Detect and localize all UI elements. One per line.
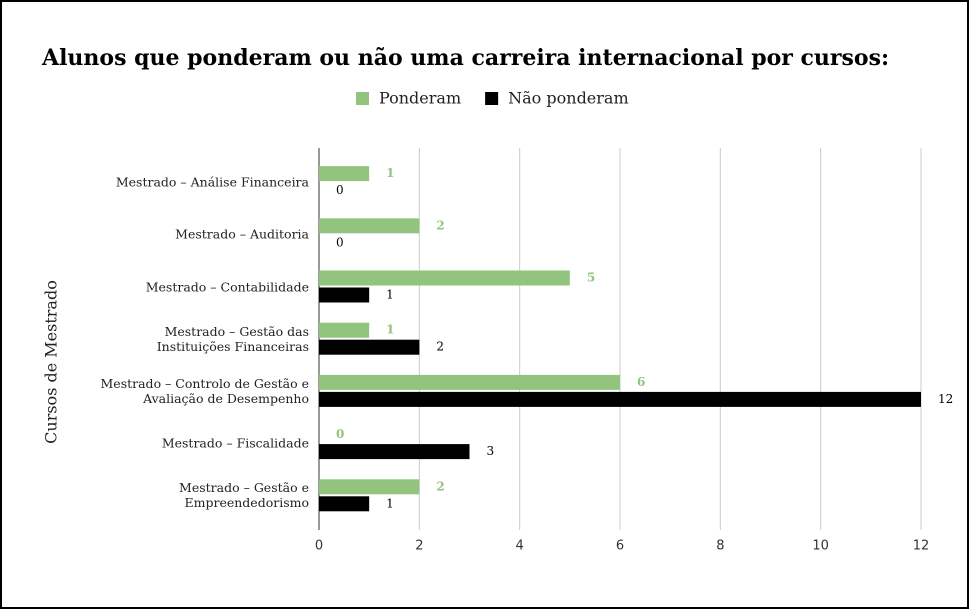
data-label: 3 xyxy=(487,444,495,458)
y-tick-label: Mestrado – Gestão e Empreendedorismo xyxy=(179,480,309,511)
y-tick-label: Mestrado – Análise Financeira xyxy=(115,174,309,190)
data-label: 6 xyxy=(637,375,645,389)
y-tick-label: Mestrado – Controlo de Gestão e Avaliaçã… xyxy=(100,375,310,406)
x-tick-label: 6 xyxy=(616,539,624,554)
bar xyxy=(319,270,570,286)
x-tick-label: 0 xyxy=(315,539,323,554)
y-axis-label: Cursos de Mestrado xyxy=(42,280,61,444)
bar xyxy=(319,479,420,495)
legend-swatch xyxy=(485,92,499,105)
y-tick-label: Mestrado – Fiscalidade xyxy=(161,435,309,451)
data-label: 1 xyxy=(386,496,394,510)
bar xyxy=(319,287,370,303)
bar xyxy=(319,339,420,355)
bar xyxy=(319,322,370,338)
data-label: 2 xyxy=(436,340,444,354)
bar xyxy=(319,391,921,407)
data-label: 0 xyxy=(336,183,344,197)
data-label: 2 xyxy=(436,218,444,232)
data-label: 5 xyxy=(587,271,595,285)
y-tick-label: Mestrado – Gestão das Instituições Finan… xyxy=(156,323,309,354)
chart-title: Alunos que ponderam ou não uma carreira … xyxy=(41,45,889,71)
legend-label: Ponderam xyxy=(379,89,461,108)
bar xyxy=(319,444,470,460)
legend-label: Não ponderam xyxy=(508,89,629,108)
data-label: 0 xyxy=(336,427,344,441)
data-label: 1 xyxy=(386,166,394,180)
x-tick-label: 4 xyxy=(516,539,524,554)
bar xyxy=(319,374,620,390)
data-label: 2 xyxy=(436,479,444,493)
y-tick-label: Mestrado – Contabilidade xyxy=(145,279,309,294)
x-tick-label: 2 xyxy=(415,539,423,554)
x-tick-label: 8 xyxy=(716,539,724,554)
x-tick-label: 12 xyxy=(913,539,930,554)
data-label: 1 xyxy=(386,323,394,337)
data-label: 1 xyxy=(386,288,394,302)
data-label: 12 xyxy=(938,392,953,406)
legend-swatch xyxy=(356,92,369,105)
y-tick-label: Mestrado – Auditoria xyxy=(175,226,309,242)
bar xyxy=(319,218,420,234)
bar xyxy=(319,166,370,182)
data-label: 0 xyxy=(336,235,344,249)
bar xyxy=(319,496,370,512)
x-tick-label: 10 xyxy=(812,539,829,554)
